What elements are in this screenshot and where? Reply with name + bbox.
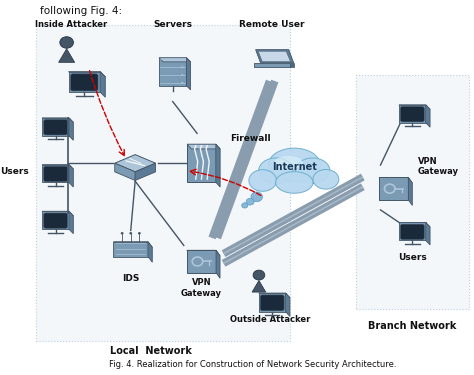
- FancyBboxPatch shape: [71, 74, 98, 91]
- Text: Internet: Internet: [272, 162, 317, 172]
- Polygon shape: [186, 58, 191, 90]
- Polygon shape: [426, 105, 430, 127]
- Polygon shape: [291, 63, 294, 67]
- Text: IDS: IDS: [122, 274, 139, 283]
- Polygon shape: [59, 49, 75, 62]
- Polygon shape: [259, 293, 290, 298]
- Text: Outside Attacker: Outside Attacker: [230, 315, 310, 324]
- Circle shape: [129, 232, 132, 234]
- Polygon shape: [42, 118, 73, 122]
- Polygon shape: [255, 50, 294, 63]
- Ellipse shape: [274, 156, 303, 170]
- Polygon shape: [399, 105, 430, 109]
- Polygon shape: [113, 242, 148, 256]
- Circle shape: [242, 203, 248, 208]
- Polygon shape: [100, 72, 105, 97]
- FancyBboxPatch shape: [44, 166, 67, 182]
- Polygon shape: [135, 163, 155, 180]
- Ellipse shape: [259, 158, 293, 183]
- Polygon shape: [115, 163, 135, 180]
- Text: VPN
Gateway: VPN Gateway: [181, 279, 222, 298]
- Polygon shape: [426, 222, 430, 245]
- Polygon shape: [159, 58, 191, 62]
- Circle shape: [181, 66, 183, 68]
- Polygon shape: [69, 211, 73, 234]
- Polygon shape: [216, 250, 220, 278]
- Polygon shape: [42, 165, 69, 183]
- Polygon shape: [254, 63, 291, 67]
- Polygon shape: [42, 211, 69, 229]
- Polygon shape: [159, 58, 186, 86]
- Circle shape: [246, 198, 254, 205]
- Polygon shape: [42, 211, 73, 216]
- Text: Firewall: Firewall: [230, 134, 271, 143]
- Circle shape: [251, 192, 263, 202]
- Polygon shape: [69, 72, 100, 92]
- Polygon shape: [187, 250, 216, 273]
- Text: Users: Users: [0, 167, 29, 176]
- Text: Users: Users: [398, 254, 427, 262]
- Polygon shape: [285, 293, 290, 316]
- Polygon shape: [258, 51, 291, 62]
- Polygon shape: [42, 165, 73, 169]
- Text: VPN
Gateway: VPN Gateway: [418, 157, 459, 176]
- Ellipse shape: [313, 170, 339, 189]
- Polygon shape: [399, 105, 426, 123]
- Text: Fig. 4. Realization for Construction of Network Security Architecture.: Fig. 4. Realization for Construction of …: [109, 360, 396, 369]
- Text: Local  Network: Local Network: [109, 346, 191, 356]
- Polygon shape: [187, 144, 216, 182]
- Polygon shape: [408, 177, 412, 206]
- Polygon shape: [69, 165, 73, 187]
- Ellipse shape: [275, 172, 313, 193]
- Circle shape: [181, 58, 183, 60]
- Text: Remote User: Remote User: [239, 20, 305, 29]
- Polygon shape: [42, 118, 69, 136]
- Ellipse shape: [268, 148, 320, 182]
- FancyBboxPatch shape: [44, 213, 67, 228]
- Circle shape: [138, 232, 141, 234]
- Polygon shape: [36, 25, 290, 340]
- Circle shape: [253, 270, 265, 280]
- Ellipse shape: [249, 170, 276, 191]
- Polygon shape: [399, 222, 430, 227]
- Text: Inside Attacker: Inside Attacker: [35, 20, 107, 29]
- Polygon shape: [356, 75, 469, 309]
- Polygon shape: [399, 222, 426, 240]
- Circle shape: [121, 232, 124, 234]
- Circle shape: [181, 74, 183, 76]
- FancyBboxPatch shape: [44, 120, 67, 135]
- Polygon shape: [187, 144, 220, 149]
- Circle shape: [60, 37, 73, 48]
- Polygon shape: [69, 118, 73, 140]
- FancyBboxPatch shape: [401, 106, 424, 122]
- Polygon shape: [69, 72, 105, 77]
- Polygon shape: [216, 144, 220, 187]
- FancyBboxPatch shape: [401, 224, 424, 240]
- FancyBboxPatch shape: [260, 295, 284, 311]
- Polygon shape: [187, 250, 220, 256]
- Polygon shape: [148, 242, 152, 262]
- Polygon shape: [113, 242, 152, 247]
- Polygon shape: [252, 280, 266, 292]
- Polygon shape: [259, 293, 285, 312]
- Text: Servers: Servers: [153, 20, 192, 29]
- Polygon shape: [379, 177, 412, 183]
- Circle shape: [181, 82, 183, 84]
- Text: Branch Network: Branch Network: [368, 321, 456, 332]
- Text: following Fig. 4:: following Fig. 4:: [40, 6, 122, 16]
- Polygon shape: [115, 154, 155, 172]
- Polygon shape: [379, 177, 408, 200]
- Ellipse shape: [295, 158, 330, 183]
